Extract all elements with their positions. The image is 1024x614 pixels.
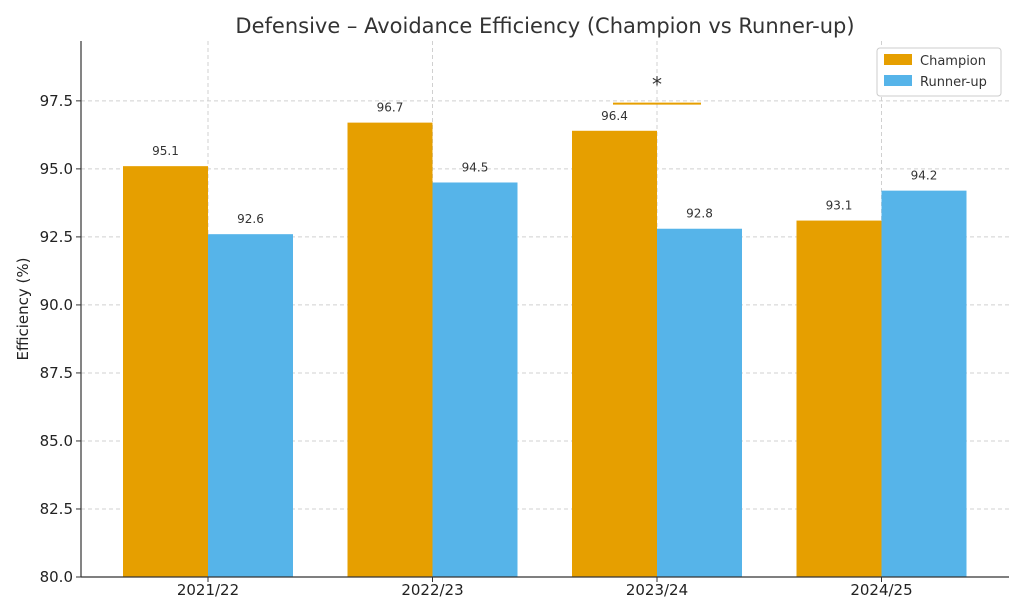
data-labels: 95.1 96.7 96.4 93.1 92.6 94.5 92.8 94.2 bbox=[152, 101, 937, 227]
bar-runner-up bbox=[881, 190, 967, 578]
significance-star: * bbox=[652, 73, 662, 97]
data-label-champion: 93.1 bbox=[826, 199, 853, 213]
x-tick-label: 2021/22 bbox=[177, 581, 239, 599]
chart-title: Defensive – Avoidance Efficiency (Champi… bbox=[235, 14, 854, 38]
x-ticks: 2021/22 2022/23 2023/24 2024/25 bbox=[177, 577, 913, 599]
legend-swatch-runner-up bbox=[884, 75, 912, 86]
legend-label-runner-up: Runner-up bbox=[920, 75, 987, 90]
y-tick-label: 92.5 bbox=[40, 228, 73, 246]
data-label-runner-up: 94.5 bbox=[462, 160, 489, 174]
y-tick-label: 80.0 bbox=[40, 568, 73, 586]
data-label-champion: 96.7 bbox=[377, 101, 404, 115]
y-tick-label: 95.0 bbox=[40, 160, 73, 178]
annotations: * bbox=[613, 73, 701, 105]
data-label-runner-up: 92.6 bbox=[237, 212, 264, 226]
bar-champion bbox=[796, 220, 882, 577]
y-tick-label: 87.5 bbox=[40, 364, 73, 382]
legend: Champion Runner-up bbox=[876, 47, 1002, 97]
bar-runner-up bbox=[208, 234, 293, 577]
x-tick-label: 2024/25 bbox=[850, 581, 912, 599]
data-label-runner-up: 92.8 bbox=[686, 207, 713, 221]
bar-champion bbox=[347, 122, 433, 578]
legend-swatch-champion bbox=[884, 54, 912, 65]
y-tick-label: 90.0 bbox=[40, 296, 73, 314]
y-tick-label: 97.5 bbox=[40, 92, 73, 110]
bars bbox=[123, 122, 967, 578]
y-tick-label: 85.0 bbox=[40, 432, 73, 450]
x-tick-label: 2023/24 bbox=[626, 581, 688, 599]
bar-champion bbox=[572, 130, 657, 577]
data-label-runner-up: 94.2 bbox=[911, 169, 938, 183]
x-tick-label: 2022/23 bbox=[401, 581, 463, 599]
data-label-champion: 96.4 bbox=[601, 109, 628, 123]
legend-label-champion: Champion bbox=[920, 54, 986, 69]
y-axis-label: Efficiency (%) bbox=[14, 258, 32, 361]
bar-runner-up bbox=[657, 228, 742, 578]
bar-champion bbox=[123, 166, 208, 578]
bar-runner-up bbox=[432, 182, 518, 577]
data-label-champion: 95.1 bbox=[152, 144, 179, 158]
y-ticks: 80.0 82.5 85.0 87.5 90.0 92.5 95.0 97.5 bbox=[40, 92, 81, 586]
y-tick-label: 82.5 bbox=[40, 500, 73, 518]
